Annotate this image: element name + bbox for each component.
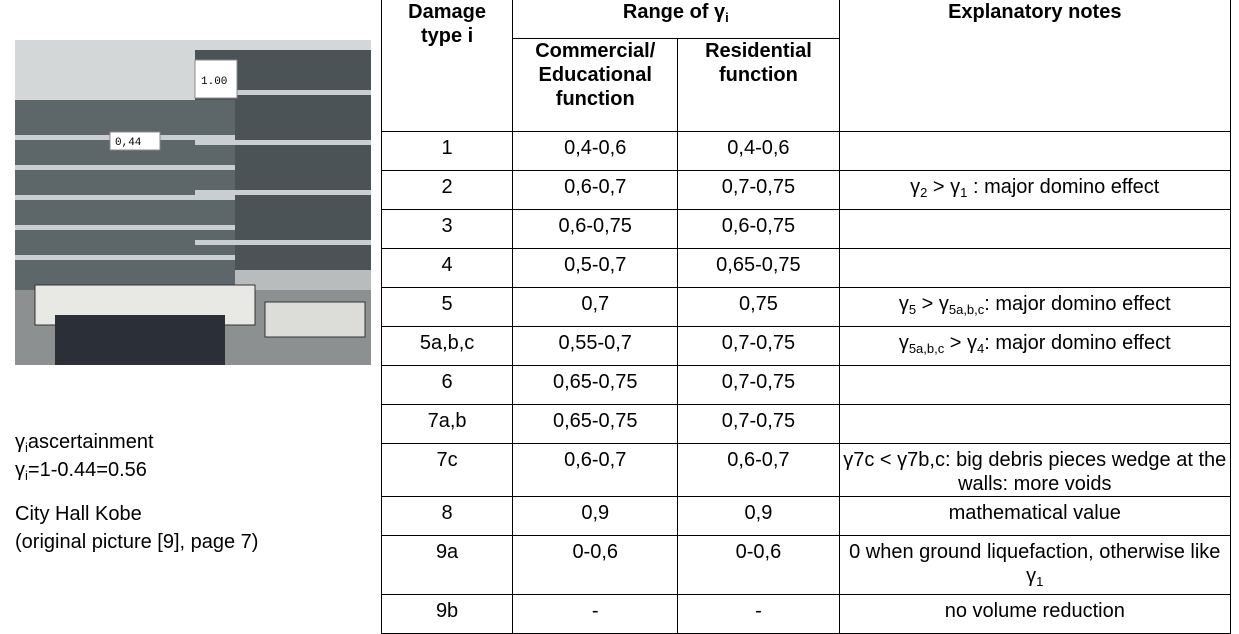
cell: 0,5-0,7 xyxy=(513,249,678,288)
text: : major domino effect xyxy=(984,332,1170,354)
cell: 0,9 xyxy=(678,497,839,536)
text: : major domino effect xyxy=(967,176,1159,198)
cell: 0,7-0,75 xyxy=(678,366,839,405)
photo: 1.00 0,44 xyxy=(15,40,371,365)
text: > γ xyxy=(916,293,949,315)
cell: 0-0,6 xyxy=(513,536,678,595)
note-cell xyxy=(839,366,1230,405)
cell: 7a,b xyxy=(382,405,513,444)
text: mathematical value xyxy=(949,502,1121,524)
cell: 0,6-0,7 xyxy=(513,171,678,210)
row: 9b--no volume reduction xyxy=(382,595,1231,634)
cell: - xyxy=(678,595,839,634)
cell: 0,7 xyxy=(513,288,678,327)
text: ascertainment xyxy=(28,431,154,453)
note-cell xyxy=(839,132,1230,171)
text: 0 when ground liquefaction, otherwise li… xyxy=(849,541,1220,587)
subscript: 5a,b,c xyxy=(949,302,984,317)
header-cell: Range of γi xyxy=(513,0,839,39)
tag: 0,44 xyxy=(115,137,142,149)
cell: 0,4-0,6 xyxy=(678,132,839,171)
text: (original picture [9], page 7) xyxy=(15,531,258,553)
note-cell xyxy=(839,249,1230,288)
cell: 0,55-0,7 xyxy=(513,327,678,366)
subscript: i xyxy=(725,10,729,25)
cell: 5a,b,c xyxy=(382,327,513,366)
text: > γ xyxy=(944,332,977,354)
note-cell: no volume reduction xyxy=(839,595,1230,634)
note-cell: γ2 > γ1 : major domino effect xyxy=(839,171,1230,210)
text: : major domino effect xyxy=(984,293,1170,315)
cell: 0,7-0,75 xyxy=(678,405,839,444)
subscript: 5a,b,c xyxy=(909,341,944,356)
note-cell: mathematical value xyxy=(839,497,1230,536)
note-cell: γ5a,b,c > γ4: major domino effect xyxy=(839,327,1230,366)
text: Range of γ xyxy=(623,1,725,23)
cell: 0,65-0,75 xyxy=(513,366,678,405)
cell: 9b xyxy=(382,595,513,634)
cell: 4 xyxy=(382,249,513,288)
text: γ xyxy=(899,332,909,354)
cell: 0,65-0,75 xyxy=(678,249,839,288)
header-cell: Explanatory notes xyxy=(839,0,1230,132)
header-cell: Damage type i xyxy=(382,0,513,132)
text: > γ xyxy=(927,176,960,198)
cell: 0,75 xyxy=(678,288,839,327)
cell: 7c xyxy=(382,444,513,497)
cell: 9a xyxy=(382,536,513,595)
cell: 8 xyxy=(382,497,513,536)
cell: 0,65-0,75 xyxy=(513,405,678,444)
cell: 2 xyxy=(382,171,513,210)
cell: 6 xyxy=(382,366,513,405)
cell: 0,6-0,75 xyxy=(513,210,678,249)
cell: 0-0,6 xyxy=(678,536,839,595)
cell: 0,6-0,75 xyxy=(678,210,839,249)
text: no volume reduction xyxy=(945,600,1125,622)
cell: 1 xyxy=(382,132,513,171)
text: City Hall Kobe xyxy=(15,503,142,525)
cell: 0,7-0,75 xyxy=(678,327,839,366)
header-cell: Residential function xyxy=(678,39,839,132)
note-cell xyxy=(839,405,1230,444)
page: 1.00 0,44 γ i ascertainment γi=1-0.44=0.56… xyxy=(0,0,1239,607)
symbol: γ xyxy=(15,459,25,481)
text: γ7c < γ7b,c: big debris pieces wedge at … xyxy=(843,449,1226,495)
caption: γi=1-0.44=0.56 xyxy=(15,456,147,490)
subscript: 1 xyxy=(1036,574,1043,589)
caption: City Hall Kobe xyxy=(15,500,142,528)
symbol: γ xyxy=(15,431,25,453)
note-cell: 0 when ground liquefaction, otherwise li… xyxy=(839,536,1230,595)
cell: 0,7-0,75 xyxy=(678,171,839,210)
cell: 0,9 xyxy=(513,497,678,536)
cell: 0,6-0,7 xyxy=(678,444,839,497)
subscript: 5 xyxy=(909,302,916,317)
caption: (original picture [9], page 7) xyxy=(15,528,258,556)
cell: - xyxy=(513,595,678,634)
note-cell: γ7c < γ7b,c: big debris pieces wedge at … xyxy=(839,444,1230,497)
table: Damage type i Range of γi Explanatory no… xyxy=(381,0,1231,634)
header-cell: Commercial/ Educational function xyxy=(513,39,678,132)
tag: 1.00 xyxy=(201,76,227,88)
row: 7c0,6-0,70,6-0,7γ7c < γ7b,c: big debris … xyxy=(382,444,1231,497)
row: 7a,b0,65-0,750,7-0,75 xyxy=(382,405,1231,444)
cell: 3 xyxy=(382,210,513,249)
text: γ xyxy=(910,176,920,198)
cell: 5 xyxy=(382,288,513,327)
cell: 0,6-0,7 xyxy=(513,444,678,497)
note-cell: γ5 > γ5a,b,c: major domino effect xyxy=(839,288,1230,327)
cell: 0,4-0,6 xyxy=(513,132,678,171)
note-cell xyxy=(839,210,1230,249)
text: =1-0.44=0.56 xyxy=(28,459,147,481)
text: γ xyxy=(899,293,909,315)
